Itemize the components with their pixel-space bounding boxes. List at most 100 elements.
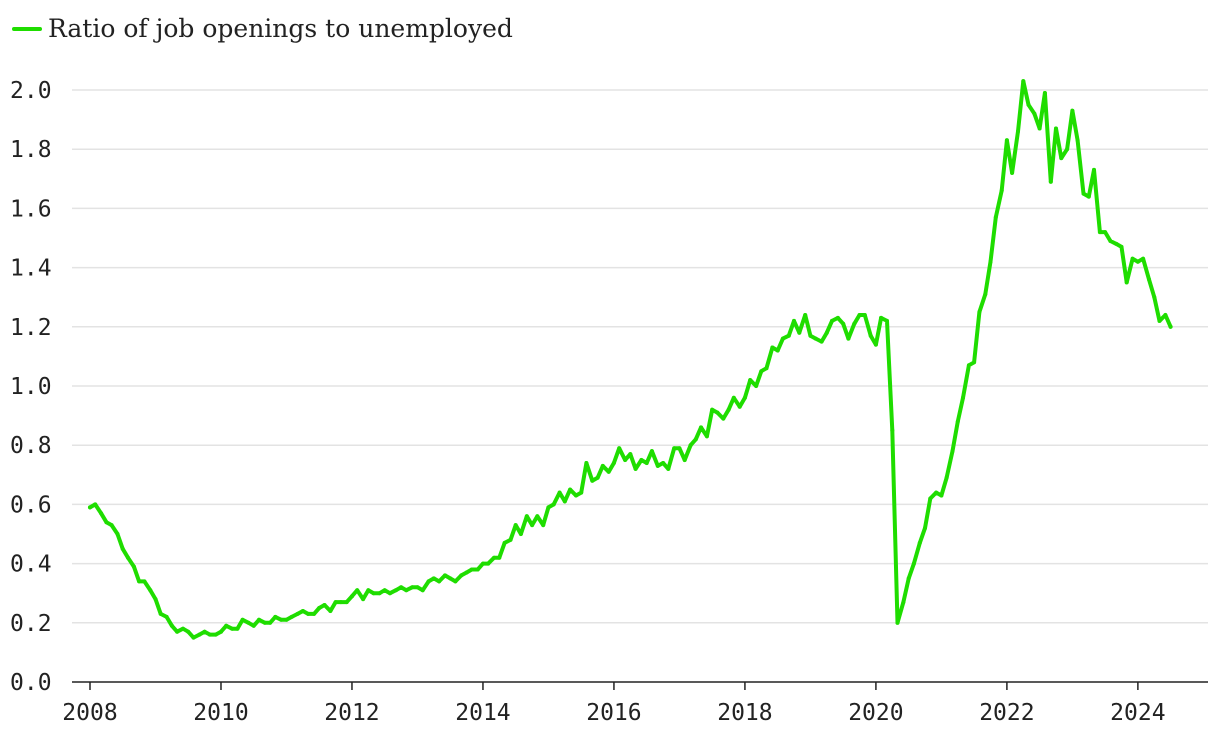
data-point — [1059, 156, 1064, 161]
data-point — [934, 490, 939, 495]
data-point — [1092, 167, 1096, 172]
data-point — [983, 292, 988, 297]
data-point — [792, 318, 796, 323]
y-tick-label: 0.6 — [10, 492, 52, 518]
data-point — [295, 611, 300, 616]
data-point — [551, 502, 556, 507]
data-point — [240, 617, 245, 622]
data-point — [518, 532, 523, 536]
data-point — [181, 626, 185, 631]
data-point — [1004, 138, 1009, 143]
data-point — [623, 458, 628, 462]
data-point — [590, 478, 595, 483]
data-point — [115, 532, 120, 536]
data-point — [410, 585, 415, 590]
data-point — [213, 632, 218, 637]
data-point — [312, 611, 316, 616]
data-point — [715, 410, 720, 415]
data-point — [219, 629, 223, 634]
data-point — [988, 259, 993, 264]
data-point — [852, 321, 857, 326]
x-axis-ticks: 2008 2010 2012 2014 2016 2018 2020 2022 2024 — [62, 682, 1166, 726]
data-point — [584, 461, 589, 465]
data-point — [481, 561, 485, 566]
gridlines — [72, 89, 1208, 624]
data-point — [322, 603, 327, 607]
data-point — [1157, 318, 1162, 323]
data-point — [830, 318, 834, 323]
data-point — [1141, 256, 1146, 261]
data-point — [273, 614, 278, 619]
data-point — [1130, 256, 1135, 261]
data-point — [355, 588, 360, 593]
data-point — [911, 561, 916, 566]
data-point — [748, 378, 753, 383]
data-point — [497, 555, 502, 560]
data-point — [279, 617, 284, 622]
data-point — [780, 336, 785, 341]
data-point — [775, 348, 780, 353]
data-point — [977, 310, 982, 314]
data-point — [885, 318, 889, 323]
y-tick-label: 1.6 — [10, 196, 52, 222]
x-tick-label: 2008 — [62, 700, 117, 726]
y-tick-label: 1.8 — [10, 137, 52, 163]
data-point — [846, 336, 851, 341]
data-point — [873, 342, 878, 347]
data-point — [803, 313, 808, 317]
data-point — [361, 597, 366, 602]
data-point — [1152, 295, 1157, 300]
data-point — [721, 416, 726, 421]
data-point — [300, 609, 305, 613]
data-point — [677, 446, 682, 451]
data-point — [633, 466, 638, 471]
data-point — [388, 591, 392, 596]
y-tick-label: 0.0 — [10, 670, 52, 696]
legend-swatch — [12, 26, 42, 31]
data-point — [513, 523, 518, 528]
data-point — [649, 449, 654, 454]
data-point — [1054, 126, 1058, 131]
y-tick-label: 0.8 — [10, 433, 52, 459]
data-point — [879, 315, 884, 320]
data-point — [786, 333, 791, 338]
data-point — [164, 614, 169, 619]
data-point — [737, 404, 742, 409]
data-point — [699, 425, 703, 430]
data-point — [158, 611, 163, 616]
data-point — [431, 576, 436, 581]
data-point — [568, 487, 573, 492]
data-point — [993, 215, 998, 220]
data-point — [186, 629, 191, 634]
data-point — [1075, 138, 1080, 143]
data-point — [1042, 91, 1047, 95]
data-point — [207, 632, 212, 637]
data-point — [486, 561, 491, 566]
data-point — [813, 336, 818, 341]
data-point — [961, 395, 965, 400]
y-tick-label: 1.2 — [10, 315, 52, 341]
legend-label: Ratio of job openings to unemployed — [48, 14, 513, 43]
series-points — [88, 79, 1173, 640]
x-tick-label: 2020 — [848, 700, 903, 726]
data-point — [541, 523, 546, 528]
x-tick-label: 2018 — [717, 700, 772, 726]
x-tick-label: 2012 — [324, 700, 379, 726]
data-point — [202, 629, 207, 634]
data-point — [944, 475, 949, 480]
data-point — [88, 505, 92, 510]
data-point — [169, 623, 174, 628]
data-point — [1114, 241, 1119, 246]
data-point — [459, 573, 464, 578]
x-tick-label: 2022 — [979, 700, 1034, 726]
data-point — [595, 475, 600, 480]
data-point — [906, 576, 911, 581]
data-point — [109, 523, 114, 528]
data-point — [404, 588, 409, 593]
data-point — [344, 600, 349, 605]
data-point — [1119, 244, 1124, 249]
data-point — [731, 395, 736, 400]
data-point — [262, 620, 267, 625]
data-point — [333, 600, 338, 605]
data-point — [420, 588, 425, 593]
